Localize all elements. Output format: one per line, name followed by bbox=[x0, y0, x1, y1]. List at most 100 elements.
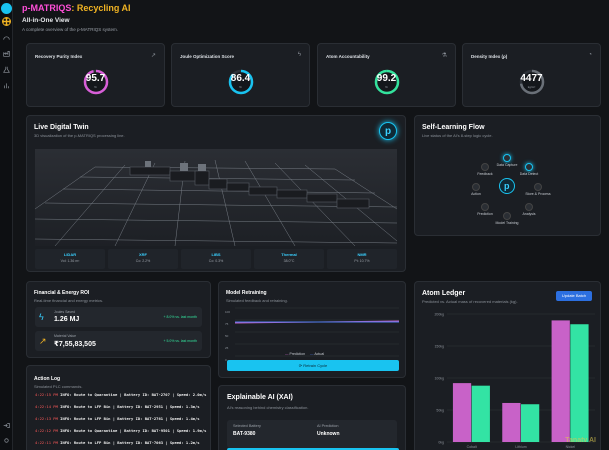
flow-node-data-capture[interactable] bbox=[503, 154, 511, 162]
kpi-unit: % bbox=[94, 85, 97, 89]
xai-action-button[interactable] bbox=[227, 448, 399, 450]
kpi-gauge-arc bbox=[228, 69, 253, 95]
flow-node-store-process[interactable] bbox=[534, 183, 542, 191]
flow-node-feedback[interactable] bbox=[481, 163, 489, 171]
metric-thermal: Thermal 38.0°C bbox=[254, 249, 324, 269]
flow-node-model-training[interactable] bbox=[503, 212, 511, 220]
finance-row-joules: ϟ Joules Saved 1.26 MJ + 8.0% vs. last m… bbox=[35, 307, 202, 327]
log-message: INFO: Route to LFP Bin | Battery ID: BAT… bbox=[60, 440, 200, 445]
y-tick-label: 150kg bbox=[434, 345, 444, 349]
y-tick: 0 bbox=[225, 358, 227, 362]
kpi-value: 4477 bbox=[520, 73, 543, 84]
update-batch-button[interactable]: Update Batch bbox=[556, 291, 592, 301]
retrain-line-chart bbox=[235, 307, 399, 357]
log-time: 4:22:11 PM bbox=[35, 440, 58, 445]
flow-node-action[interactable] bbox=[472, 183, 480, 191]
y-tick: 25 bbox=[225, 346, 229, 350]
bolt-icon: ϟ bbox=[39, 312, 44, 322]
trend-icon: ↗ bbox=[150, 53, 156, 59]
x-tick-label: Nickel bbox=[566, 445, 576, 449]
metric-libs: LIBS Co: 0.3% bbox=[181, 249, 251, 269]
kpi-title: Density Index (ρ) bbox=[471, 54, 508, 59]
flow-step-label: Feedback bbox=[477, 172, 493, 176]
logout-icon[interactable] bbox=[2, 421, 11, 430]
finance-label: Joules Saved bbox=[54, 310, 76, 314]
xai-title: Explainable AI (XAI) bbox=[227, 394, 293, 401]
flask-nav-icon[interactable] bbox=[2, 65, 11, 74]
y-tick: 75 bbox=[225, 322, 229, 326]
kpi-card-density: Density Index (ρ) ◔ 4477 kg/m³ bbox=[462, 43, 601, 107]
chart-nav-icon[interactable] bbox=[2, 81, 11, 90]
flow-node-data-detect[interactable] bbox=[525, 163, 533, 171]
page-subtitle: A complete overview of the p-MATRIQS sys… bbox=[22, 27, 118, 32]
log-subtitle: Simulated PLC commands. bbox=[34, 384, 83, 389]
finance-title: Financial & Energy ROI bbox=[34, 290, 90, 296]
log-line: 4:22:12 PM INFO: Route to Quarantine | B… bbox=[35, 428, 206, 433]
y-tick: 50 bbox=[225, 334, 229, 338]
legend-actual: Actual bbox=[314, 352, 325, 356]
kpi-gauge bbox=[519, 69, 544, 95]
retrain-cycle-label: Retrain Cycle bbox=[303, 363, 328, 368]
self-learning-flow-panel: Self-Learning Flow Live status of the AI… bbox=[414, 115, 601, 236]
kpi-unit: % bbox=[385, 85, 388, 89]
settings-icon[interactable] bbox=[2, 436, 11, 445]
kpi-title: Recovery Purity Index bbox=[35, 54, 83, 59]
metric-value: Pt: 10.7% bbox=[354, 259, 370, 263]
flow-node-prediction[interactable] bbox=[481, 203, 489, 211]
log-message: INFO: Route to Quarantine | Battery ID: … bbox=[60, 428, 207, 433]
retrain-cycle-button[interactable]: ⟳ Retrain Cycle bbox=[227, 360, 399, 371]
metric-label: LIDAR bbox=[63, 252, 77, 257]
bar-nickel-actual bbox=[570, 324, 589, 442]
kpi-gauge-arc bbox=[374, 69, 399, 95]
log-title: Action Log bbox=[34, 376, 61, 382]
app-logo[interactable] bbox=[1, 3, 12, 14]
twin-logo-icon[interactable]: p bbox=[379, 122, 397, 140]
flow-step-label: Action bbox=[471, 192, 481, 196]
y-tick: 100 bbox=[225, 310, 231, 314]
retrain-subtitle: Simulated feedback and retraining. bbox=[226, 298, 288, 303]
ledger-title: Atom Ledger bbox=[422, 290, 466, 297]
trend-icon: ↗ bbox=[39, 336, 47, 346]
kpi-gauge bbox=[374, 69, 399, 95]
kpi-title: Atom Accountability bbox=[326, 54, 370, 59]
metric-value: Co: 2.2% bbox=[135, 259, 151, 263]
finance-panel: Financial & Energy ROI Real-time financi… bbox=[26, 281, 211, 358]
kpi-unit: kg/m³ bbox=[527, 85, 536, 89]
xai-panel: Explainable AI (XAI) AI's reasoning behi… bbox=[218, 385, 406, 450]
factory-icon[interactable] bbox=[2, 49, 11, 58]
gauge-icon: ◔ bbox=[588, 52, 592, 58]
log-time: 4:22:15 PM bbox=[35, 392, 58, 397]
flow-subtitle: Live status of the AI's 8-step logic cyc… bbox=[422, 133, 493, 138]
finance-subtitle: Real-time financial and energy metrics. bbox=[34, 298, 104, 303]
flask-icon: ⚗ bbox=[441, 53, 447, 59]
y-tick-label: 50kg bbox=[436, 409, 444, 413]
gauge-nav-icon[interactable] bbox=[2, 33, 11, 42]
metric-lidar: LIDAR Vol: 1.36 m³ bbox=[35, 249, 105, 269]
finance-change: + 8.0% vs. last month bbox=[163, 315, 197, 319]
bar-lithium-predicted bbox=[502, 402, 521, 442]
finance-row-material: ↗ Material Value ₹7,55,83,505 + 5.0% vs.… bbox=[35, 331, 202, 351]
finance-change: + 5.0% vs. last month bbox=[163, 339, 197, 343]
xai-selection: Selected Battery BAT-9380 AI Prediction … bbox=[227, 420, 397, 448]
metric-label: Thermal bbox=[281, 252, 297, 257]
battery-label: Selected Battery bbox=[233, 424, 261, 428]
log-line: 4:22:15 PM INFO: Route to Quarantine | B… bbox=[35, 392, 206, 397]
flow-title: Self-Learning Flow bbox=[422, 124, 485, 131]
flow-step-label: Data Capture bbox=[496, 163, 518, 167]
retrain-y-axis: 100 75 50 25 0 bbox=[225, 306, 230, 366]
y-tick-label: 100kg bbox=[434, 377, 444, 381]
app-title-suffix: : Recycling AI bbox=[71, 3, 131, 13]
metric-label: LIBS bbox=[211, 252, 221, 257]
digital-twin-scene[interactable] bbox=[35, 149, 397, 246]
x-tick-label: Cobalt bbox=[467, 445, 477, 449]
dashboard-icon[interactable] bbox=[2, 17, 11, 26]
log-line: 4:22:14 PM INFO: Route to LFP Bin | Batt… bbox=[35, 404, 200, 409]
flow-node-analysis[interactable] bbox=[525, 203, 533, 211]
app-title: p-MATRIQS: Recycling AI bbox=[22, 3, 131, 13]
kpi-value: 86.4 bbox=[230, 73, 251, 84]
kpi-card-joule: Joule Optimization Score ϟ 86.4 % bbox=[171, 43, 310, 107]
flow-step-label: Store & Process bbox=[525, 192, 551, 196]
kpi-gauge bbox=[83, 69, 108, 95]
flow-center-logo: p bbox=[499, 178, 515, 194]
log-message: INFO: Route to LFP Bin | Battery ID: BAT… bbox=[60, 404, 200, 409]
